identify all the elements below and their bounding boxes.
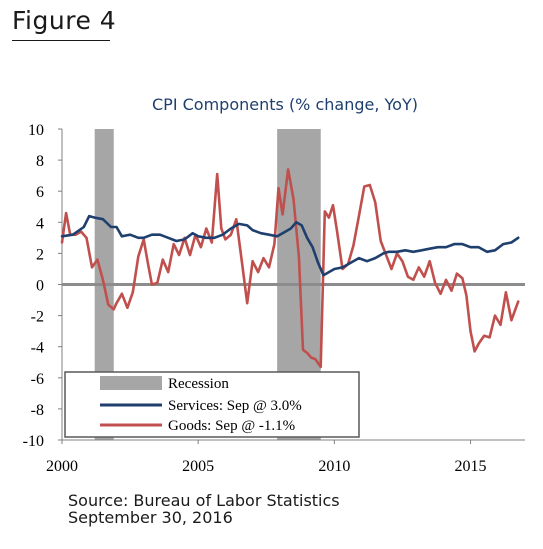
series-lines (60, 168, 520, 369)
services-line (60, 214, 520, 277)
y-tick-label: -2 (31, 309, 44, 326)
figure-label-underline (12, 40, 110, 41)
y-tick-label: 6 (36, 184, 44, 201)
y-tick-label: -10 (23, 433, 44, 450)
legend-recession-label: Recession (168, 376, 229, 392)
goods-line (60, 168, 520, 369)
source-date: September 30, 2016 (68, 508, 233, 527)
source-note: Source: Bureau of Labor Statistics Septe… (68, 492, 340, 526)
x-tick-label: 2010 (318, 458, 350, 475)
y-tick-label: 10 (28, 122, 44, 139)
y-tick-label: -8 (31, 402, 44, 419)
y-tick-label: -4 (31, 340, 44, 357)
y-tick-label: 2 (36, 246, 44, 263)
legend-recession-swatch (100, 376, 162, 390)
x-tick-label: 2005 (182, 458, 214, 475)
y-tick-label: 8 (36, 153, 44, 170)
source-line: Source: Bureau of Labor Statistics (68, 491, 340, 510)
x-tick-label: 2000 (46, 458, 78, 475)
legend-services-label: Services: Sep @ 3.0% (168, 398, 302, 414)
x-tick-label: 2015 (455, 458, 487, 475)
y-tick-label: -6 (31, 371, 44, 388)
legend: Recession Services: Sep @ 3.0% Goods: Sep … (64, 371, 360, 438)
y-tick-label: 4 (36, 215, 44, 232)
legend-goods-label: Goods: Sep @ -1.1% (168, 418, 295, 434)
y-tick-label: 0 (36, 278, 44, 295)
chart-title: CPI Components (% change, YoY) (152, 95, 418, 114)
figure-label: Figure 4 (12, 6, 117, 35)
